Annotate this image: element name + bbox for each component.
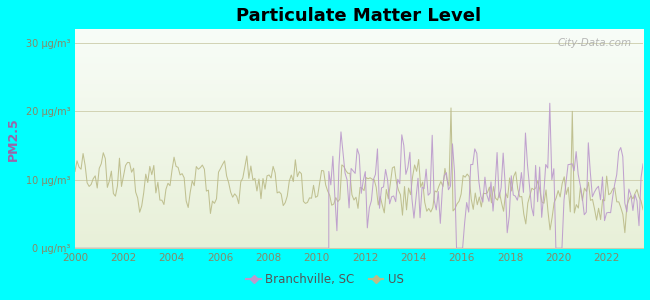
Legend: Branchville, SC, US: Branchville, SC, US [242, 269, 408, 291]
Text: City-Data.com: City-Data.com [558, 38, 632, 48]
Y-axis label: PM2.5: PM2.5 [7, 117, 20, 160]
Title: Particulate Matter Level: Particulate Matter Level [237, 7, 482, 25]
